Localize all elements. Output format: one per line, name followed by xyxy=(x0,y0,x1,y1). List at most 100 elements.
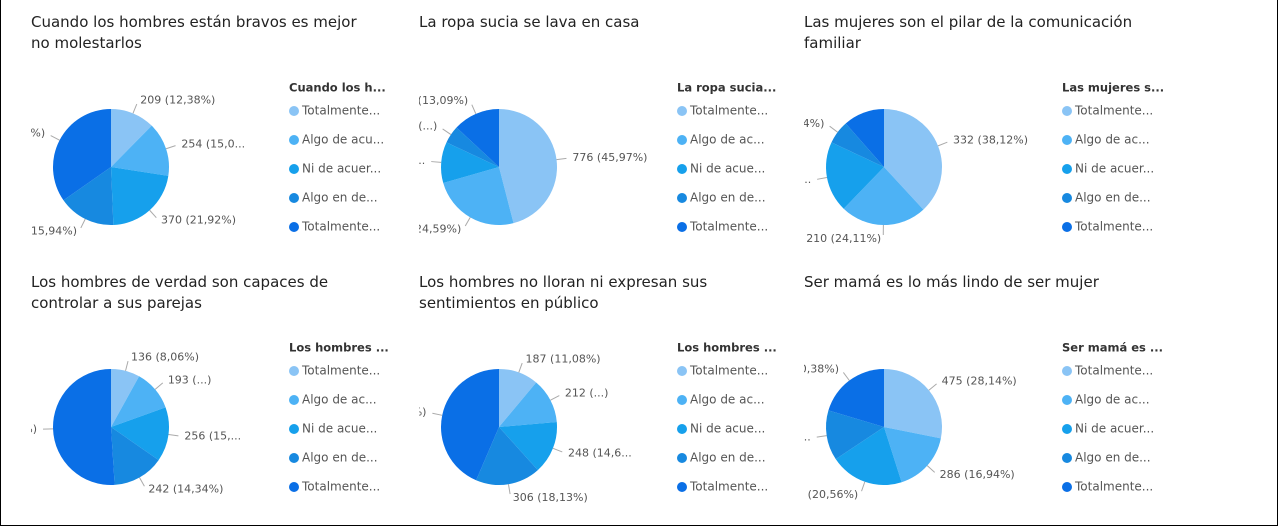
data-label: 269 (15,94%) xyxy=(31,225,77,238)
legend-marker xyxy=(677,366,687,376)
leader-line xyxy=(861,481,866,492)
legend-label: Totalmente... xyxy=(301,220,380,234)
legend-label: Ni de acuer... xyxy=(302,162,381,176)
legend-marker xyxy=(677,424,687,434)
legend-label: Totalmente... xyxy=(301,364,380,378)
leader-line xyxy=(442,128,452,135)
chart-panel: 776 (45,97%) 415 (24,59%) 193 (1... 83 (...… xyxy=(419,12,804,262)
legend-marker xyxy=(1062,453,1072,463)
legend-label: Totalmente... xyxy=(1074,364,1153,378)
pie-slice xyxy=(884,427,941,483)
legend-label: Ni de acue... xyxy=(690,422,765,436)
pie-slice xyxy=(111,125,169,176)
chart-panel: 187 (11,08%) 212 (...) 248 (14,6... 306 (18… xyxy=(419,272,804,522)
legend-marker xyxy=(289,222,299,232)
leader-line xyxy=(816,435,827,438)
data-label: 776 (45,97%) xyxy=(572,151,647,164)
data-label: 347 (20,56%) xyxy=(804,488,858,501)
legend-label: Algo de acu... xyxy=(302,133,384,147)
chart-panel: 209 (12,38%) 254 (15,0... 370 (21,92%) 269 … xyxy=(31,12,416,262)
pie-slice xyxy=(53,109,111,201)
data-label: 193 (1... xyxy=(419,154,425,167)
chart-panel: 136 (8,06%) 193 (...) 256 (15,... 242 (14,3… xyxy=(31,272,416,522)
pie-slice xyxy=(111,369,140,427)
pie-slice xyxy=(884,109,942,210)
legend-title: Los hombres ... xyxy=(677,341,777,355)
legend-marker xyxy=(1062,164,1072,174)
data-label: 475 (28,14%) xyxy=(942,374,1017,387)
legend-label: Totalmente... xyxy=(1074,480,1153,494)
data-label: 236 (13... xyxy=(804,431,811,444)
pie-slice xyxy=(111,407,169,461)
leader-line xyxy=(154,382,164,390)
leader-line xyxy=(432,412,443,416)
chart: 187 (11,08%) 212 (...) 248 (14,6... 306 (18… xyxy=(419,341,777,505)
legend-label: Ni de acuer... xyxy=(1075,422,1154,436)
legend-marker xyxy=(1062,482,1072,492)
pie-slice xyxy=(111,376,166,427)
chart-title: Las mujeres son el pilar de la comunicac… xyxy=(804,13,1133,52)
leader-line xyxy=(518,362,523,373)
data-label: 248 (14,6... xyxy=(568,446,632,459)
leader-line xyxy=(550,395,560,401)
legend-label: Totalmente... xyxy=(301,480,380,494)
leader-line xyxy=(125,361,129,371)
legend-label: Algo de ac... xyxy=(1075,393,1150,407)
leader-line xyxy=(507,484,511,495)
data-label: 332 (38,12%) xyxy=(953,134,1028,147)
data-label: 370 (21,92%) xyxy=(161,214,236,227)
leader-line xyxy=(817,177,828,180)
legend-marker xyxy=(677,395,687,405)
pie-slice xyxy=(111,167,169,225)
data-label: 415 (24,59%) xyxy=(419,223,461,236)
legend-label: Ni de acue... xyxy=(690,162,765,176)
leader-line xyxy=(464,217,471,227)
chart-title: Los hombres de verdad son capaces de con… xyxy=(31,273,329,312)
pie-slice xyxy=(476,427,538,485)
legend-marker xyxy=(677,453,687,463)
leader-line xyxy=(139,477,145,487)
pie-slice xyxy=(826,142,884,209)
pie-slice xyxy=(111,427,159,485)
pie-slice xyxy=(63,167,114,225)
leader-line xyxy=(80,218,86,229)
leader-line xyxy=(937,141,948,147)
legend-marker xyxy=(677,482,687,492)
pie-slice xyxy=(441,142,499,183)
pie-slice xyxy=(843,167,924,226)
leader-line xyxy=(556,157,567,161)
legend-label: Totalmente... xyxy=(301,104,380,118)
leader-line xyxy=(471,104,477,115)
legend-label: Ni de acuer... xyxy=(1075,162,1154,176)
data-label: 344 (20,38%) xyxy=(804,362,839,375)
legend-label: Algo en de... xyxy=(1075,451,1151,465)
pie-slice xyxy=(831,123,884,167)
data-label: 286 (16,94%) xyxy=(940,468,1015,481)
leader-line xyxy=(132,103,138,114)
chart-title: Cuando los hombres están bravos es mejor… xyxy=(31,13,357,52)
chart: 332 (38,12%) 210 (24,11%) 172 (19,7... 57 (… xyxy=(804,81,1164,245)
legend-marker xyxy=(1062,193,1072,203)
leader-line xyxy=(552,447,563,453)
data-label: 209 (12,38%) xyxy=(140,93,215,106)
leader-line xyxy=(168,434,179,437)
legend-label: Algo de ac... xyxy=(302,393,377,407)
pie-slice xyxy=(441,369,499,481)
legend-marker xyxy=(1062,395,1072,405)
chart-title: Ser mamá es lo más lindo de ser mujer xyxy=(804,273,1099,291)
leader-line xyxy=(431,161,442,163)
leader-line xyxy=(829,125,838,133)
legend-marker xyxy=(289,135,299,145)
pie-slice xyxy=(845,109,884,167)
legend-marker xyxy=(289,482,299,492)
chart-title: Los hombres no lloran ni expresan sus se… xyxy=(419,273,708,312)
legend-marker xyxy=(289,193,299,203)
legend-marker xyxy=(289,424,299,434)
legend-label: Totalmente... xyxy=(689,104,768,118)
pie-slice xyxy=(443,167,514,226)
data-label: 254 (15,0... xyxy=(181,137,245,150)
legend-marker xyxy=(289,106,299,116)
chart: 209 (12,38%) 254 (15,0... 370 (21,92%) 269 … xyxy=(31,81,386,238)
legend-label: Algo en de... xyxy=(302,451,378,465)
